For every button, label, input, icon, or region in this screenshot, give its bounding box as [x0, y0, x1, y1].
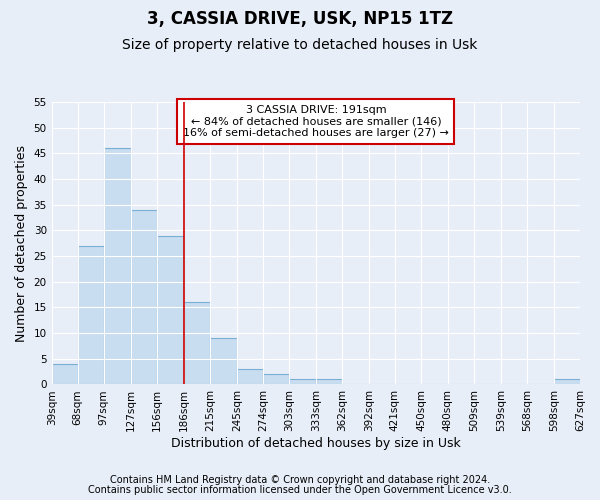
Bar [131, 210, 157, 384]
Bar [52, 364, 78, 384]
Text: Contains public sector information licensed under the Open Government Licence v3: Contains public sector information licen… [88, 485, 512, 495]
Text: 3, CASSIA DRIVE, USK, NP15 1TZ: 3, CASSIA DRIVE, USK, NP15 1TZ [147, 10, 453, 28]
Bar [78, 246, 104, 384]
Bar [157, 236, 184, 384]
Bar [289, 380, 316, 384]
Bar [316, 380, 342, 384]
Bar [237, 369, 263, 384]
Y-axis label: Number of detached properties: Number of detached properties [15, 144, 28, 342]
Bar [554, 380, 580, 384]
Bar [263, 374, 289, 384]
Text: Size of property relative to detached houses in Usk: Size of property relative to detached ho… [122, 38, 478, 52]
X-axis label: Distribution of detached houses by size in Usk: Distribution of detached houses by size … [171, 437, 461, 450]
Bar [184, 302, 210, 384]
Text: Contains HM Land Registry data © Crown copyright and database right 2024.: Contains HM Land Registry data © Crown c… [110, 475, 490, 485]
Bar [210, 338, 237, 384]
Bar [104, 148, 131, 384]
Text: 3 CASSIA DRIVE: 191sqm
← 84% of detached houses are smaller (146)
16% of semi-de: 3 CASSIA DRIVE: 191sqm ← 84% of detached… [183, 105, 449, 138]
